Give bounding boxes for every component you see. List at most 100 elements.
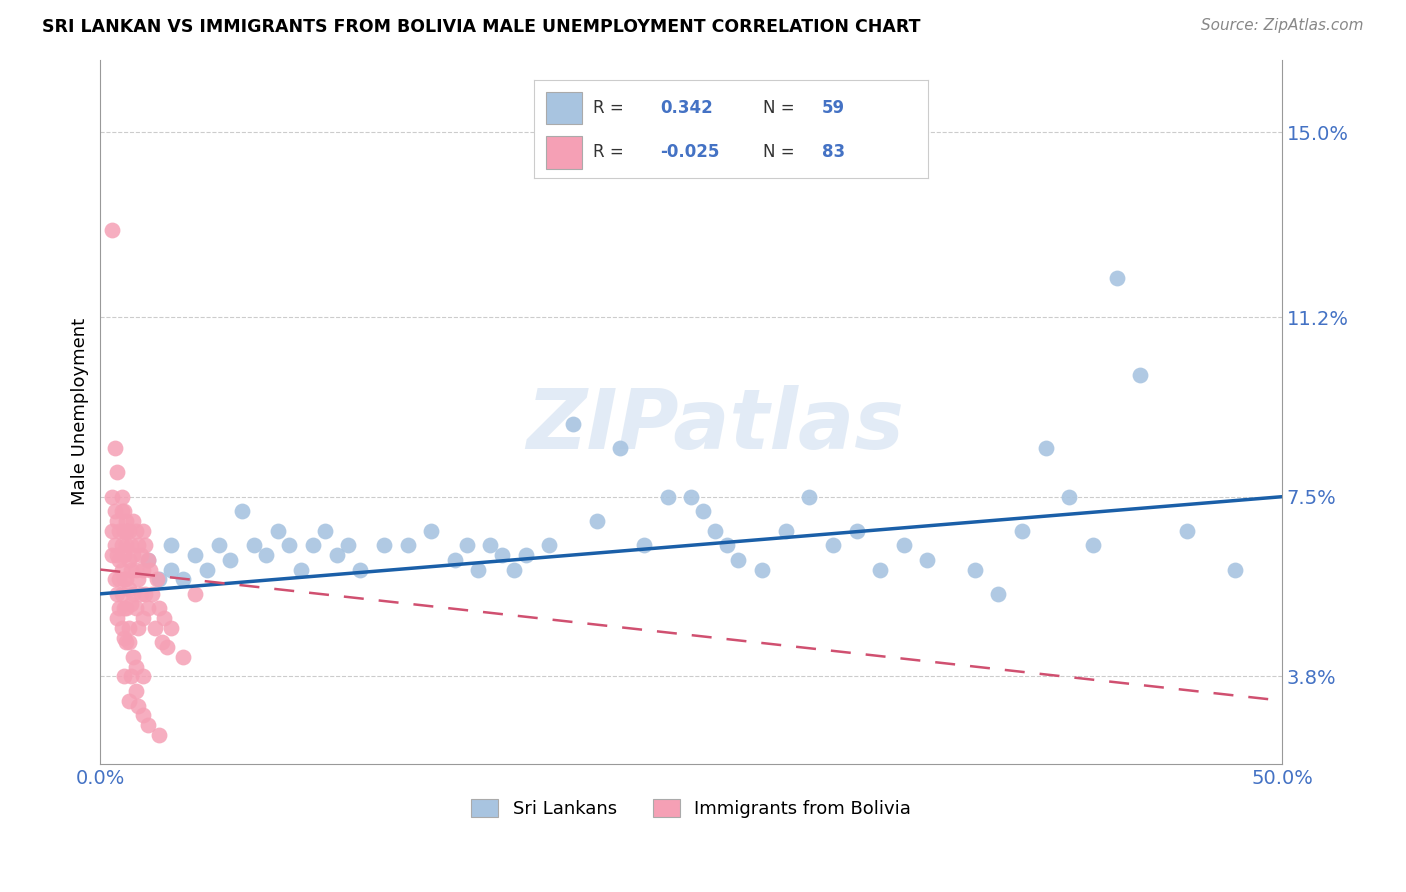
Point	[479, 538, 502, 552]
Point	[111, 621, 134, 635]
Point	[103, 504, 125, 518]
Point	[136, 553, 159, 567]
Point	[160, 538, 183, 552]
Point	[115, 514, 138, 528]
Point	[290, 563, 312, 577]
Point	[132, 669, 155, 683]
Point	[207, 538, 229, 552]
Text: N =: N =	[762, 99, 800, 117]
Point	[101, 490, 124, 504]
Text: 59: 59	[821, 99, 845, 117]
Point	[120, 538, 142, 552]
Point	[105, 466, 128, 480]
Point	[118, 635, 141, 649]
Point	[893, 538, 915, 552]
Point	[136, 601, 159, 615]
Point	[111, 538, 134, 552]
Point	[254, 548, 277, 562]
Point	[132, 708, 155, 723]
Point	[692, 504, 714, 518]
Legend: Sri Lankans, Immigrants from Bolivia: Sri Lankans, Immigrants from Bolivia	[464, 791, 918, 825]
Point	[112, 504, 135, 518]
Point	[118, 694, 141, 708]
Point	[129, 587, 152, 601]
Point	[373, 538, 395, 552]
Point	[111, 490, 134, 504]
Point	[112, 548, 135, 562]
Point	[108, 553, 131, 567]
Point	[103, 572, 125, 586]
Text: R =: R =	[593, 99, 630, 117]
Point	[125, 659, 148, 673]
Point	[115, 524, 138, 538]
Point	[115, 601, 138, 615]
Point	[134, 587, 156, 601]
Point	[108, 524, 131, 538]
Text: 83: 83	[821, 143, 845, 161]
Point	[122, 650, 145, 665]
Point	[467, 563, 489, 577]
Point	[963, 563, 986, 577]
Point	[799, 490, 821, 504]
Point	[148, 572, 170, 586]
Point	[1105, 271, 1128, 285]
Point	[1223, 563, 1246, 577]
Point	[127, 621, 149, 635]
Point	[111, 504, 134, 518]
Point	[148, 601, 170, 615]
Point	[112, 601, 135, 615]
Point	[491, 548, 513, 562]
Point	[150, 635, 173, 649]
Point	[101, 524, 124, 538]
Point	[231, 504, 253, 518]
Point	[103, 538, 125, 552]
Point	[122, 587, 145, 601]
Point	[609, 441, 631, 455]
Point	[703, 524, 725, 538]
Point	[136, 553, 159, 567]
Point	[127, 538, 149, 552]
Point	[195, 563, 218, 577]
Point	[456, 538, 478, 552]
Point	[917, 553, 939, 567]
Point	[146, 572, 169, 586]
Point	[125, 601, 148, 615]
Point	[125, 524, 148, 538]
Point	[115, 635, 138, 649]
Text: 0.342: 0.342	[661, 99, 713, 117]
Point	[302, 538, 325, 552]
Point	[184, 548, 207, 562]
Point	[681, 490, 703, 504]
Point	[122, 514, 145, 528]
Point	[657, 490, 679, 504]
Point	[132, 611, 155, 625]
Point	[112, 524, 135, 538]
Point	[538, 538, 561, 552]
Point	[278, 538, 301, 552]
Point	[136, 718, 159, 732]
Point	[396, 538, 419, 552]
Point	[118, 621, 141, 635]
Point	[845, 524, 868, 538]
Point	[111, 563, 134, 577]
Point	[101, 222, 124, 236]
Point	[134, 538, 156, 552]
Point	[122, 548, 145, 562]
Point	[562, 417, 585, 431]
Point	[105, 514, 128, 528]
Point	[118, 582, 141, 596]
Point	[219, 553, 242, 567]
Point	[108, 601, 131, 615]
Point	[125, 563, 148, 577]
Text: -0.025: -0.025	[661, 143, 720, 161]
Point	[1011, 524, 1033, 538]
Y-axis label: Male Unemployment: Male Unemployment	[72, 318, 89, 505]
Point	[120, 563, 142, 577]
Point	[243, 538, 266, 552]
FancyBboxPatch shape	[546, 92, 582, 124]
Point	[751, 563, 773, 577]
Point	[112, 631, 135, 645]
Point	[120, 597, 142, 611]
Point	[160, 621, 183, 635]
Point	[987, 587, 1010, 601]
